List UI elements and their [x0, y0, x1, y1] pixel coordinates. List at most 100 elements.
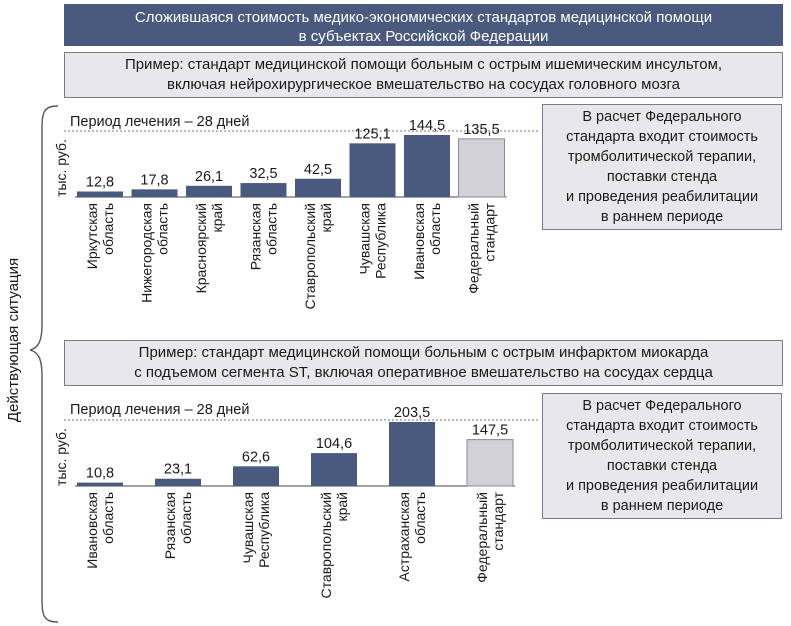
category-label-line: Республика — [373, 203, 389, 279]
bar — [77, 191, 123, 197]
category-label-text: Астраханскаяобласть — [396, 492, 428, 581]
category-label-line: область — [178, 492, 194, 544]
category-label: ЧувашскаяРеспублика — [357, 203, 389, 279]
category-label: Ставропольскийкрай — [318, 492, 350, 598]
bar — [155, 478, 201, 486]
note-2-line: в раннем периоде — [600, 498, 724, 514]
example-2-line1: Пример: стандарт медицинской помощи боль… — [138, 344, 709, 361]
note-2-line: стандарта входит стоимость — [566, 418, 758, 434]
bar-federal-standard — [466, 439, 514, 487]
side-label: Действующая ситуация — [5, 257, 22, 423]
category-label-line: Чувашская — [357, 203, 373, 274]
example-1-line2: включая нейрохирургическое вмешательство… — [166, 76, 681, 93]
note-1-line: и проведения реабилитации — [565, 189, 759, 205]
category-label-line: Красноярский — [193, 203, 209, 293]
category-label-line: край — [209, 203, 225, 233]
category-label: ЧувашскаяРеспублика — [240, 492, 272, 568]
category-label-line: область — [412, 492, 428, 544]
category-label-line: стандарт — [482, 202, 498, 261]
category-label-text: Нижегородскаяобласть — [139, 203, 171, 303]
category-label-line: Иркутская — [84, 203, 100, 269]
example-1-line1: Пример: стандарт медицинской помощи боль… — [124, 56, 723, 73]
note-1-line: в раннем периоде — [600, 209, 724, 225]
category-label-text: Иркутскаяобласть — [84, 203, 116, 269]
bar — [295, 178, 341, 197]
note-box-2: В расчет Федерального стандарта входит с… — [542, 393, 782, 519]
category-label-text: Рязанскаяобласть — [162, 492, 194, 559]
category-label-line: Республика — [256, 492, 272, 568]
left-brace — [29, 105, 59, 623]
header-title-line1: Сложившаяся стоимость медико-экономическ… — [134, 8, 713, 26]
data-label: 17,8 — [140, 172, 168, 188]
category-label-line: Рязанская — [248, 203, 264, 270]
data-label: 203,5 — [394, 405, 430, 421]
data-label: 125,1 — [354, 126, 390, 142]
bar — [131, 189, 178, 197]
category-label: Ставропольскийкрай — [302, 203, 334, 309]
data-label: 144,5 — [409, 118, 445, 134]
category-label-text: Ивановскаяобласть — [411, 203, 443, 280]
bar — [404, 135, 450, 197]
category-label-line: область — [100, 492, 116, 544]
data-label: 104,6 — [316, 436, 352, 452]
category-label-text: Красноярскийкрай — [193, 203, 225, 293]
category-label-text: ЧувашскаяРеспублика — [240, 492, 272, 568]
category-label-line: область — [100, 203, 116, 255]
category-label: Ивановскаяобласть — [84, 492, 116, 569]
data-label: 23,1 — [164, 462, 192, 478]
bar — [186, 185, 232, 197]
category-label-line: область — [427, 203, 443, 255]
category-label-line: Нижегородская — [139, 203, 155, 303]
data-label: 10,8 — [86, 466, 114, 482]
category-label-line: область — [264, 203, 280, 255]
bar — [233, 466, 279, 486]
bar-federal-standard — [458, 138, 505, 198]
note-1-line: тромболитической терапии, — [567, 149, 757, 165]
header-title-box: Сложившаяся стоимость медико-экономическ… — [64, 4, 783, 46]
example-box-1: Пример: стандарт медицинской помощи боль… — [64, 52, 783, 98]
note-1-line: поставки стенда — [606, 169, 718, 185]
category-label-line: Ивановская — [84, 492, 100, 569]
bar — [240, 183, 287, 197]
data-label: 62,6 — [242, 449, 270, 465]
category-label: Астраханскаяобласть — [396, 492, 428, 581]
category-label-line: Ставропольский — [302, 203, 318, 309]
category-label-line: Ставропольский — [318, 492, 334, 598]
category-label: Иркутскаяобласть — [84, 203, 116, 269]
category-label: Рязанскаяобласть — [248, 203, 280, 270]
note-2-line: и проведения реабилитации — [565, 478, 759, 494]
annotation-label: Период лечения – 28 дней — [70, 114, 249, 130]
category-label-line: Федеральный — [474, 492, 490, 583]
note-1-line: В расчет Федерального — [582, 109, 742, 125]
category-label-text: Рязанскаяобласть — [248, 203, 280, 270]
category-label-line: Рязанская — [162, 492, 178, 559]
annotation-label: Период лечения – 28 дней — [70, 402, 249, 418]
category-label-text: ЧувашскаяРеспублика — [357, 203, 389, 279]
category-label-text: Ставропольскийкрай — [302, 203, 334, 309]
bar — [389, 422, 435, 486]
category-label-line: край — [334, 492, 350, 522]
bar — [311, 453, 357, 486]
example-2-line2: с подъемом сегмента ST, включая оператив… — [134, 364, 713, 381]
category-label: Рязанскаяобласть — [162, 492, 194, 559]
category-label-line: стандарт — [490, 491, 506, 550]
example-box-2: Пример: стандарт медицинской помощи боль… — [64, 340, 783, 386]
category-label-text: Федеральныйстандарт — [474, 491, 506, 582]
category-label-text: Ставропольскийкрай — [318, 492, 350, 598]
category-label-line: Ивановская — [411, 203, 427, 280]
category-label-line: Чувашская — [240, 492, 256, 563]
data-label: 12,8 — [86, 175, 114, 191]
data-label: 26,1 — [195, 169, 223, 185]
data-label: 42,5 — [304, 162, 332, 178]
category-label: Федеральныйстандарт — [474, 491, 506, 582]
category-label: Красноярскийкрай — [193, 203, 225, 293]
category-label-line: Федеральный — [466, 203, 482, 294]
bar — [77, 482, 123, 486]
bar — [349, 143, 396, 197]
y-axis-label: тыс. руб. — [53, 428, 69, 486]
note-2-line: поставки стенда — [606, 458, 718, 474]
note-1-line: стандарта входит стоимость — [566, 129, 758, 145]
category-label-line: область — [155, 203, 171, 255]
